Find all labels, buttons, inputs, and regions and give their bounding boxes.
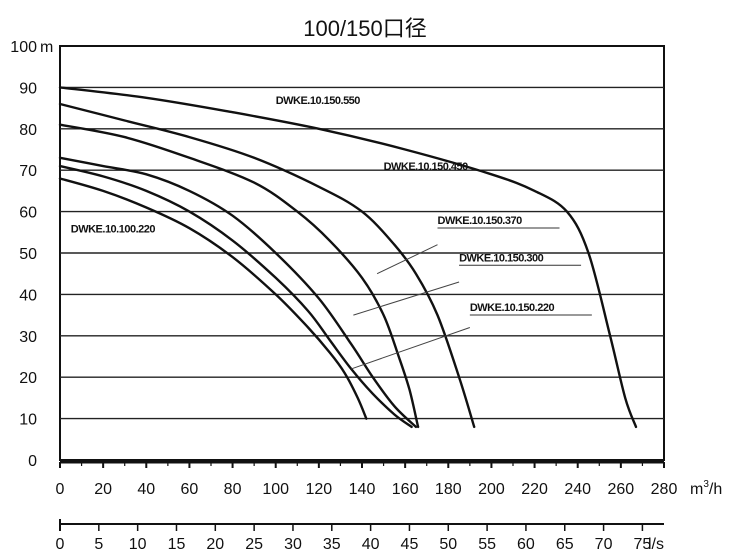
x-axis-unit-top: m3/h (690, 479, 722, 498)
y-tick-label-20: 20 (19, 370, 37, 387)
x2-tick-label-30: 30 (284, 536, 302, 553)
y-tick-label-60: 60 (19, 205, 37, 222)
x2-tick-label-20: 20 (206, 536, 224, 553)
x-tick-label-120: 120 (306, 481, 333, 498)
series-label-2: DWKE.10.150.450 (384, 161, 469, 173)
x-tick-label-180: 180 (435, 481, 462, 498)
y-tick-label-50: 50 (19, 246, 37, 263)
series-label-3: DWKE.10.150.370 (438, 215, 523, 227)
x2-tick-label-50: 50 (439, 536, 457, 553)
y-tick-label-70: 70 (19, 163, 37, 180)
x2-tick-label-15: 15 (168, 536, 186, 553)
y-axis-unit: m (40, 39, 53, 56)
series-line-2 (58, 102, 476, 429)
x2-tick-label-40: 40 (362, 536, 380, 553)
y-tick-label-90: 90 (19, 80, 37, 97)
x2-tick-label-35: 35 (323, 536, 341, 553)
x2-tick-label-70: 70 (595, 536, 613, 553)
series-line-5 (58, 164, 413, 429)
y-tick-label-10: 10 (19, 412, 37, 429)
series-label-6: DWKE.10.100.220 (71, 223, 156, 235)
series-label-5: DWKE.10.150.220 (470, 302, 555, 314)
x-tick-label-260: 260 (608, 481, 635, 498)
y-tick-label-30: 30 (19, 329, 37, 346)
x-tick-label-40: 40 (137, 481, 155, 498)
x-tick-label-240: 240 (564, 481, 591, 498)
y-tick-label-100: 100 (10, 39, 37, 56)
series-label-4: DWKE.10.150.300 (459, 252, 544, 264)
x-tick-label-80: 80 (224, 481, 242, 498)
x2-tick-label-45: 45 (401, 536, 419, 553)
x-tick-label-200: 200 (478, 481, 505, 498)
x2-tick-label-65: 65 (556, 536, 574, 553)
x-tick-label-220: 220 (521, 481, 548, 498)
series-leader-4 (353, 281, 460, 316)
series-labels: DWKE.10.150.550 DWKE.10.150.450 DWKE.10.15… (71, 95, 592, 370)
x-tick-label-140: 140 (349, 481, 376, 498)
x-tick-label-280: 280 (651, 481, 678, 498)
x-tick-label-60: 60 (181, 481, 199, 498)
series-line-3 (58, 123, 420, 429)
x2-tick-label-60: 60 (517, 536, 535, 553)
series-line-6 (58, 177, 368, 420)
x2-tick-label-0: 0 (56, 536, 65, 553)
series-line-4 (58, 156, 418, 429)
x-axis-unit-bottom: l/s (648, 536, 664, 553)
x-tick-label-160: 160 (392, 481, 419, 498)
x2-tick-label-25: 25 (245, 536, 263, 553)
series-leader-3 (376, 244, 438, 275)
x2-tick-label-75: 75 (634, 536, 652, 553)
x-tick-label-100: 100 (262, 481, 289, 498)
series-line-1 (58, 86, 638, 429)
chart-title: 100/150口径 (303, 16, 427, 41)
series-label-1: DWKE.10.150.550 (276, 95, 361, 107)
y-tick-label-80: 80 (19, 122, 37, 139)
x-tick-label-20: 20 (94, 481, 112, 498)
series-leader-5 (351, 327, 471, 370)
series-group (58, 86, 638, 429)
x-tick-label-0: 0 (56, 481, 65, 498)
x2-tick-label-10: 10 (129, 536, 147, 553)
x2-tick-label-55: 55 (478, 536, 496, 553)
y-tick-label-0: 0 (28, 453, 37, 470)
grid (59, 45, 665, 461)
y-tick-label-40: 40 (19, 287, 37, 304)
x2-tick-label-5: 5 (94, 536, 103, 553)
